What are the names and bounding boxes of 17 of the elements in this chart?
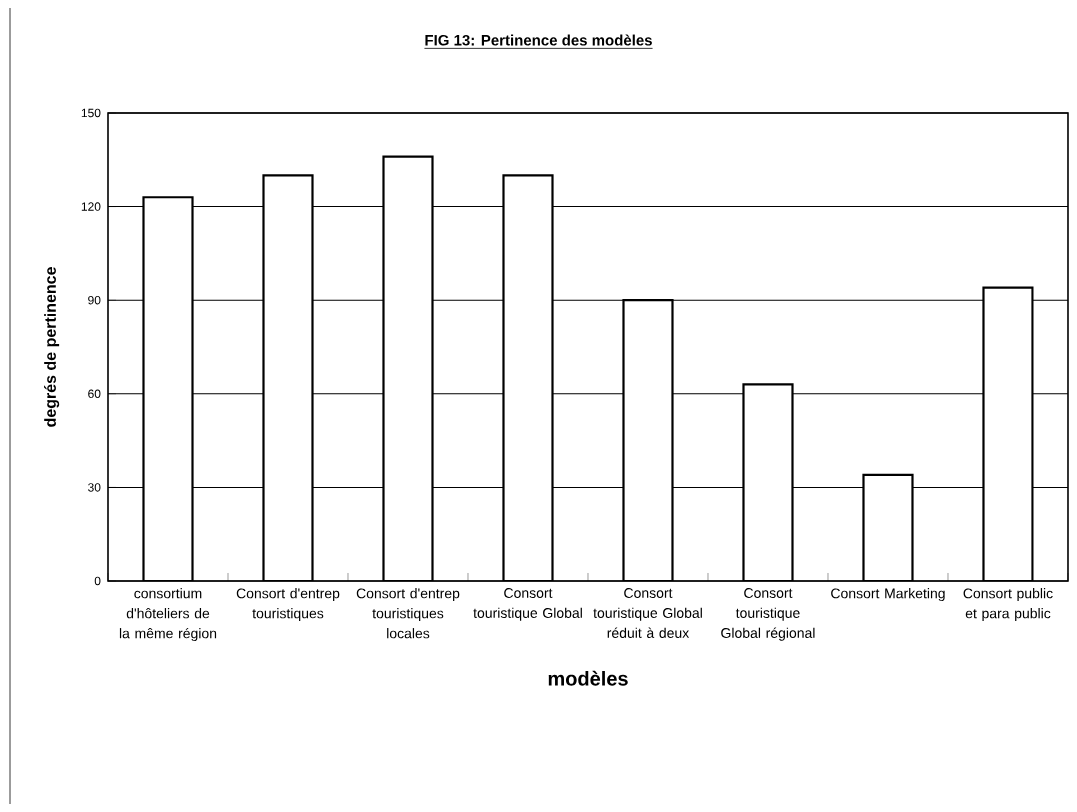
- x-tick-label: Consort touristique Global réduit à deux: [593, 588, 702, 638]
- x-tick-label: Consort d'entrep touristiques: [236, 588, 340, 622]
- y-tick-label: 60: [88, 389, 101, 399]
- y-tick-label: 120: [81, 202, 101, 211]
- x-axis-title: modèles: [548, 670, 628, 686]
- y-tick-label: 0: [94, 576, 101, 586]
- y-tick-label: 90: [88, 295, 101, 305]
- x-tick-label: consortium d'hôteliers de la même région: [119, 588, 217, 642]
- x-tick-label: Consort d'entrep touristiques locales: [356, 588, 460, 639]
- y-tick-label: 30: [88, 483, 101, 492]
- x-tick-label: Consort public et para public: [963, 588, 1053, 622]
- chart-title: FIG 13: Pertinence des modèles: [425, 34, 652, 46]
- x-tick-label: Consort Marketing: [831, 588, 945, 602]
- x-tick-label: Consort touristique Global régional: [721, 588, 815, 641]
- x-tick-label: Consort touristique Global: [473, 588, 582, 621]
- y-axis-title: degrés de pertinence: [44, 267, 60, 427]
- y-tick-label: 150: [81, 108, 101, 118]
